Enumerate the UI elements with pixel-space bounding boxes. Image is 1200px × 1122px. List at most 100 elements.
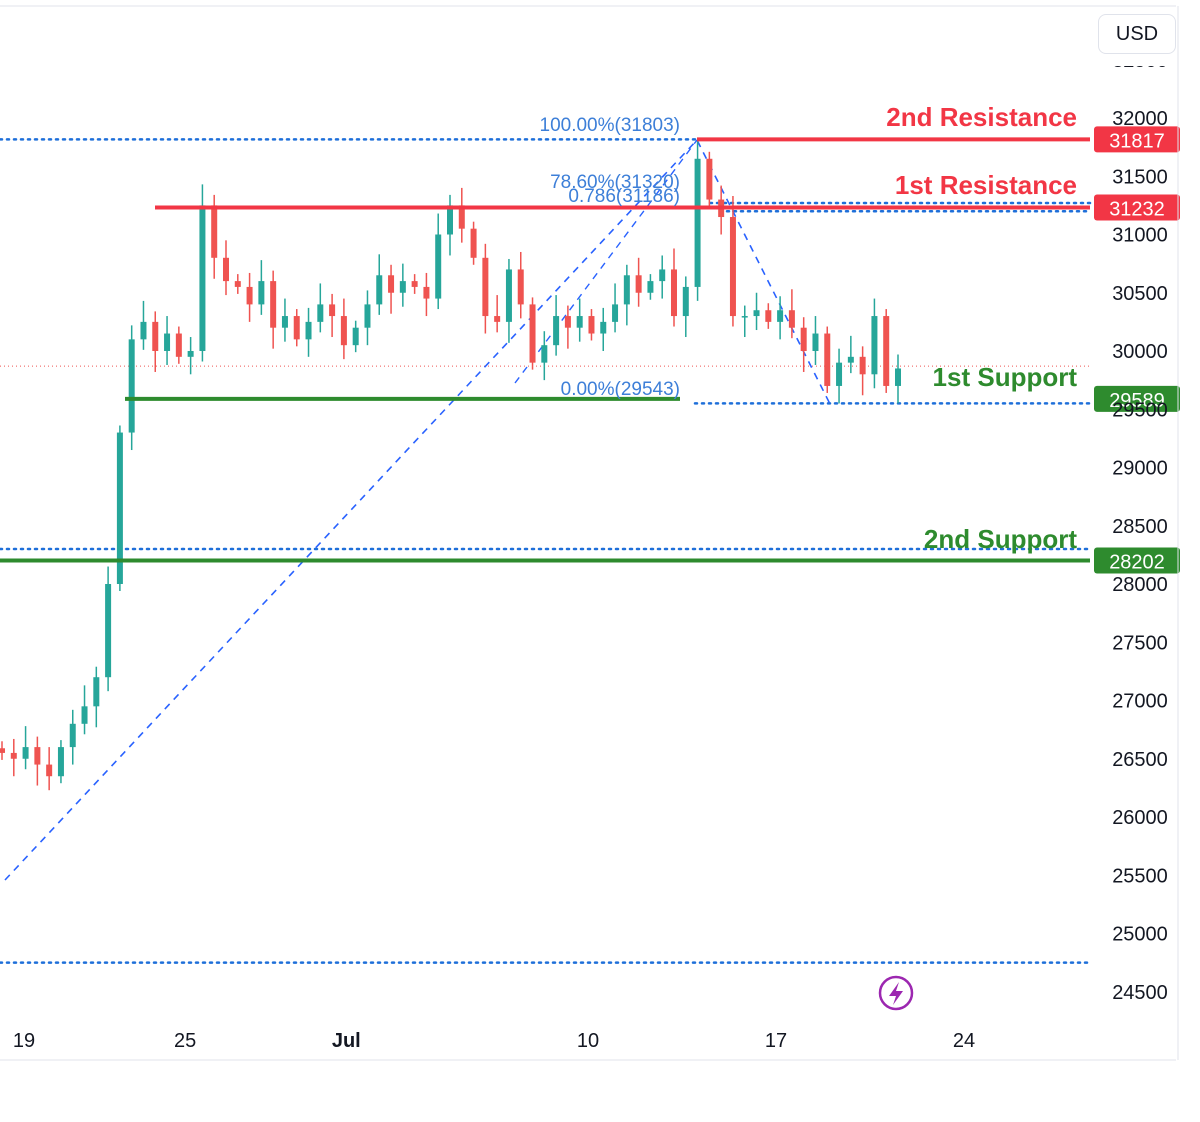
candle-body-50	[588, 316, 595, 334]
candle-body-43	[505, 269, 512, 322]
fib-trend-line	[4, 138, 831, 881]
candle-body-12	[140, 321, 147, 340]
candle-body-38	[447, 205, 453, 235]
fib-label-0: 100.00%(31803)	[540, 115, 681, 136]
candle-body-28	[329, 304, 336, 317]
candle-body-47	[553, 316, 560, 346]
level-price-tag-0	[1094, 126, 1180, 153]
candle-body-69	[812, 333, 819, 351]
candle-body-19	[223, 257, 229, 282]
candle-body-42	[494, 316, 501, 322]
candle-body-16	[187, 351, 194, 357]
candle-body-73	[859, 356, 866, 375]
x-tick-label-3: 10	[577, 1030, 599, 1052]
candle-body-76	[895, 368, 901, 386]
candle-body-67	[788, 310, 795, 328]
candle-body-29	[340, 316, 347, 346]
candle-body-20	[234, 281, 241, 287]
candle-body-60	[706, 158, 713, 200]
candle-body-25	[293, 316, 300, 340]
candle-body-59	[694, 158, 701, 287]
fib-label-3: 0.00%(29543)	[561, 379, 680, 400]
fib-trend-line-inner	[514, 139, 698, 384]
x-tick-label-0: 19	[13, 1030, 35, 1052]
level-label-0: 2nd Resistance	[886, 102, 1077, 132]
y-tick-label-1: 32000	[1112, 108, 1168, 130]
candle-body-26	[305, 321, 312, 340]
candle-body-1	[10, 752, 17, 759]
candle-body-44	[517, 269, 524, 305]
candle-body-13	[152, 321, 159, 351]
candle-body-11	[128, 339, 135, 433]
candle-body-2	[22, 747, 29, 759]
candle-body-39	[458, 205, 465, 229]
y-tick-label-16: 24500	[1112, 982, 1168, 1004]
candle-body-9	[105, 584, 112, 678]
candle-body-63	[741, 316, 748, 318]
candle-body-51	[600, 321, 607, 334]
candle-body-17	[199, 205, 206, 351]
candle-body-24	[281, 316, 288, 328]
candle-body-45	[529, 304, 536, 363]
candle-body-5	[57, 747, 64, 777]
candle-body-72	[847, 356, 854, 363]
level-price-tag-text-3: 28202	[1109, 551, 1165, 573]
candle-body-0	[0, 748, 5, 753]
candle-body-75	[883, 316, 890, 386]
y-tick-label-5: 30000	[1112, 341, 1168, 363]
candle-body-23	[270, 281, 277, 328]
level-price-tag-text-0: 31817	[1109, 130, 1165, 152]
candle-body-57	[671, 269, 677, 317]
candle-body-6	[69, 723, 76, 748]
level-price-tag-1	[1094, 194, 1180, 221]
y-tick-label-2: 31500	[1112, 166, 1168, 188]
y-tick-label-3: 31000	[1112, 225, 1168, 247]
level-price-tag-text-1: 31232	[1109, 198, 1165, 220]
candle-body-34	[399, 281, 406, 293]
candle-body-14	[164, 333, 171, 351]
fib-label-1: 78.60%(31320)	[550, 172, 680, 193]
currency-selector-button[interactable]: USD	[1098, 14, 1176, 54]
y-tick-label-4: 30500	[1112, 283, 1168, 305]
candle-body-22	[258, 281, 265, 305]
y-tick-label-10: 27500	[1112, 632, 1168, 654]
y-tick-label-7: 29000	[1112, 458, 1168, 480]
flash-icon	[878, 975, 914, 1011]
y-tick-label-8: 28500	[1112, 516, 1168, 538]
candle-body-4	[46, 764, 53, 777]
candle-body-36	[423, 286, 430, 299]
candle-body-52	[612, 304, 619, 322]
candle-body-21	[246, 286, 253, 305]
candle-body-41	[482, 257, 489, 317]
candle-body-18	[211, 205, 218, 258]
y-tick-label-14: 25500	[1112, 865, 1168, 887]
candle-body-7	[81, 706, 88, 724]
candle-body-64	[753, 310, 760, 317]
level-label-1: 1st Resistance	[895, 170, 1077, 200]
candle-body-40	[470, 228, 477, 258]
axis-mask-top	[1094, 52, 1180, 66]
fib-label-2: 0.786(31186)	[568, 186, 680, 207]
candle-body-66	[777, 310, 784, 322]
level-price-tag-2	[1094, 385, 1180, 412]
y-tick-label-11: 27000	[1112, 691, 1168, 713]
y-tick-label-12: 26500	[1112, 749, 1168, 771]
candle-body-27	[317, 304, 324, 322]
flash-icon-bolt	[889, 982, 903, 1005]
candle-body-37	[435, 234, 442, 299]
x-tick-label-1: 25	[174, 1030, 196, 1052]
level-label-2: 1st Support	[933, 362, 1078, 392]
level-price-tag-3	[1094, 547, 1180, 574]
candle-body-31	[364, 304, 371, 328]
candle-body-15	[175, 333, 182, 357]
candle-body-68	[800, 327, 807, 351]
candle-body-8	[93, 677, 100, 707]
candle-body-35	[411, 281, 418, 287]
y-tick-label-13: 26000	[1112, 807, 1168, 829]
x-tick-label-5: 24	[953, 1030, 975, 1052]
candle-body-70	[824, 333, 831, 386]
x-tick-label-4: 17	[765, 1030, 787, 1052]
currency-label: USD	[1115, 22, 1159, 45]
